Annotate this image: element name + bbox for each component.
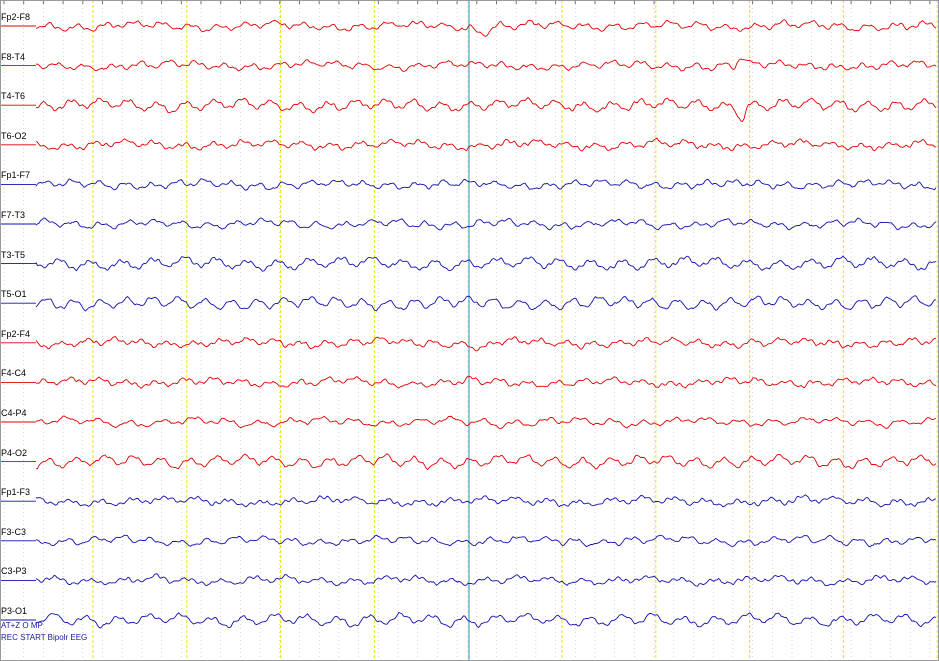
channel-label[interactable]: T3-T5 [1, 249, 26, 260]
channel-label[interactable]: F4-C4 [1, 368, 27, 379]
eeg-trace [35, 534, 937, 548]
eeg-trace [35, 19, 937, 37]
eeg-trace [35, 494, 937, 508]
eeg-trace [35, 137, 937, 152]
channel-label[interactable]: P4-O2 [1, 447, 28, 458]
eeg-trace [35, 295, 937, 312]
channel-label[interactable]: Fp1-F3 [1, 487, 31, 498]
channel-label[interactable]: F7-T3 [1, 210, 26, 220]
channel-label[interactable]: T4-T6 [1, 91, 26, 102]
montage-note: REC START Bipolr EEG [1, 633, 88, 642]
channel-label[interactable]: Fp1-F7 [1, 170, 31, 181]
eeg-trace [35, 415, 937, 430]
channel-label[interactable]: Fp2-F8 [1, 12, 31, 22]
channel-label[interactable]: C3-P3 [1, 566, 27, 577]
channel-label[interactable]: T6-O2 [1, 130, 27, 141]
eeg-trace [35, 255, 937, 272]
channel-label[interactable]: P3-O1 [1, 606, 28, 616]
eeg-trace [35, 453, 937, 471]
eeg-trace [35, 336, 936, 352]
eeg-trace [35, 217, 937, 231]
eeg-trace [35, 96, 937, 122]
channel-label[interactable]: C4-P4 [1, 408, 27, 418]
event-marker-text: AT+Z O MP [1, 621, 43, 630]
eeg-trace [35, 375, 937, 389]
time-grid [3, 0, 938, 661]
channel-label[interactable]: F3-C3 [1, 526, 27, 537]
top-ticks [3, 0, 931, 4]
channel-label[interactable]: F8-T4 [1, 51, 26, 62]
eeg-trace [35, 178, 937, 191]
eeg-trace [35, 573, 937, 587]
eeg-trace [35, 611, 937, 629]
channel-label[interactable]: T5-O1 [1, 289, 27, 300]
channel-label[interactable]: Fp2-F4 [1, 328, 31, 339]
eeg-trace [35, 58, 937, 72]
